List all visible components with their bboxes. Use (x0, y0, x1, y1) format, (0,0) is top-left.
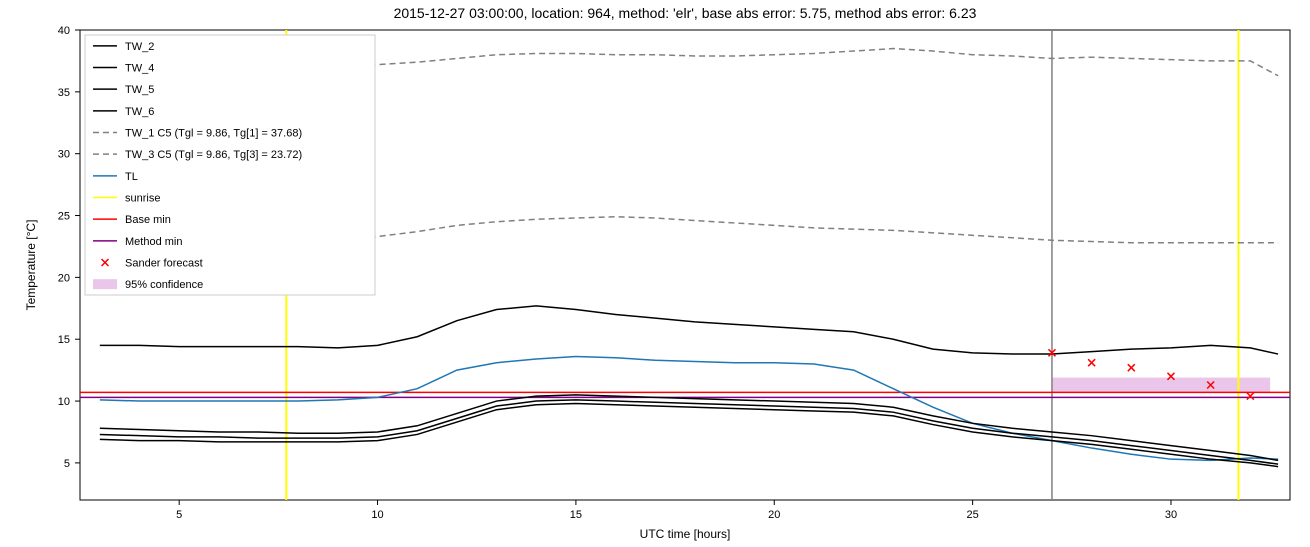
chart-svg: 2015-12-27 03:00:00, location: 964, meth… (0, 0, 1310, 547)
legend-label: TW_1 C5 (Tgl = 9.86, Tg[1] = 37.68) (125, 128, 302, 140)
legend-label: TL (125, 171, 138, 183)
y-tick-label: 40 (58, 25, 70, 37)
legend-label: Sander forecast (125, 258, 203, 270)
x-tick-label: 15 (570, 509, 582, 521)
y-tick-label: 10 (58, 396, 70, 408)
y-tick-label: 5 (64, 458, 70, 470)
y-tick-label: 25 (58, 211, 70, 223)
y-tick-label: 30 (58, 149, 70, 161)
legend-label: Base min (125, 214, 171, 226)
y-axis-label: Temperature [°C] (24, 220, 38, 311)
legend-swatch (93, 279, 117, 289)
y-tick-label: 35 (58, 87, 70, 99)
legend-label: 95% confidence (125, 279, 203, 291)
x-tick-label: 30 (1165, 509, 1177, 521)
legend-label: Method min (125, 236, 182, 248)
y-tick-label: 20 (58, 272, 70, 284)
legend-label: TW_3 C5 (Tgl = 9.86, Tg[3] = 23.72) (125, 149, 302, 161)
y-tick-label: 15 (58, 334, 70, 346)
legend-label: TW_4 (125, 63, 154, 75)
legend-label: TW_2 (125, 41, 154, 53)
legend-label: TW_5 (125, 84, 154, 96)
chart-title: 2015-12-27 03:00:00, location: 964, meth… (394, 5, 977, 21)
series-TW_top (100, 306, 1278, 354)
series-TW_bottom (100, 404, 1278, 467)
x-axis-label: UTC time [hours] (640, 527, 731, 541)
legend-label: sunrise (125, 193, 160, 205)
chart-container: 2015-12-27 03:00:00, location: 964, meth… (0, 0, 1310, 547)
x-tick-label: 5 (176, 509, 182, 521)
x-tick-label: 25 (966, 509, 978, 521)
legend-label: TW_6 (125, 106, 154, 118)
series-TW_mid1 (100, 395, 1278, 461)
x-tick-label: 10 (371, 509, 383, 521)
x-tick-label: 20 (768, 509, 780, 521)
